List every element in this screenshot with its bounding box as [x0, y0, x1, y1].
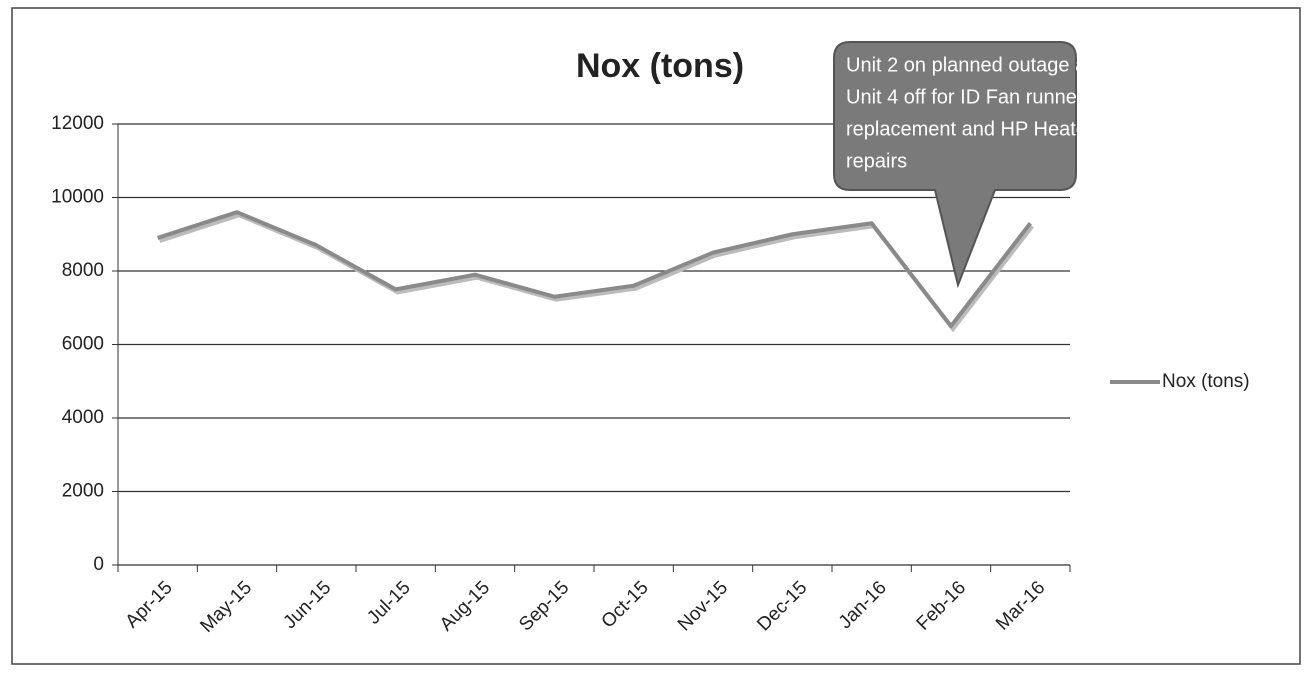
legend-label: Nox (tons): [1162, 371, 1250, 392]
y-tick-label: 2000: [62, 481, 104, 502]
chart-title: Nox (tons): [576, 47, 744, 85]
y-tick-label: 12000: [51, 113, 104, 134]
y-tick-label: 4000: [62, 407, 104, 428]
y-tick-label: 8000: [62, 260, 104, 281]
annotation-text: repairs: [846, 150, 907, 172]
chart-border: [11, 7, 1301, 665]
series-line: [157, 210, 1032, 329]
annotation-text: Unit 4 off for ID Fan runner: [846, 86, 1084, 108]
annotation-text: replacement and HP Heater: [846, 118, 1094, 140]
y-tick-label: 10000: [51, 187, 104, 208]
annotation-text: Unit 2 on planned outage and: [846, 54, 1108, 76]
y-tick-label: 0: [93, 554, 104, 575]
y-tick-label: 6000: [62, 334, 104, 355]
callout: [833, 41, 1077, 289]
